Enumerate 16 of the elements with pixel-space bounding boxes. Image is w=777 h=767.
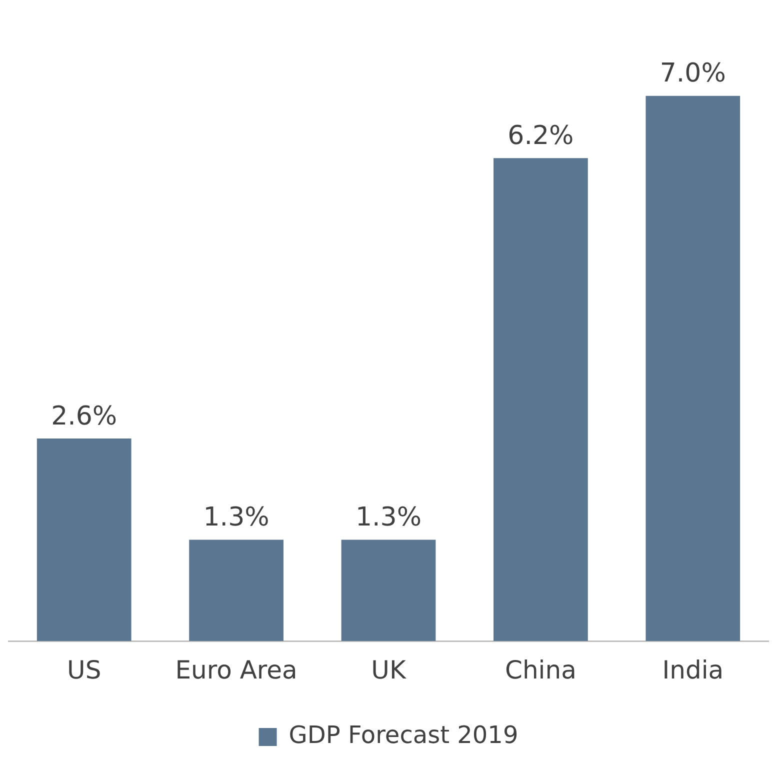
data-label: 7.0% bbox=[660, 58, 726, 89]
data-label: 6.2% bbox=[508, 120, 574, 151]
x-tick-label: US bbox=[67, 656, 102, 684]
bar bbox=[189, 540, 284, 641]
bar bbox=[646, 96, 740, 641]
x-tick-label: Euro Area bbox=[175, 656, 298, 684]
bar bbox=[36, 438, 132, 641]
data-label: 1.3% bbox=[355, 502, 422, 533]
x-tick-label: India bbox=[662, 656, 724, 684]
x-tick-label: UK bbox=[371, 656, 406, 684]
bar bbox=[341, 540, 436, 641]
data-label: 1.3% bbox=[203, 502, 270, 533]
bar bbox=[494, 158, 588, 641]
legend-label: GDP Forecast 2019 bbox=[288, 721, 518, 750]
x-tick-label: China bbox=[504, 656, 576, 684]
data-label: 2.6% bbox=[51, 401, 118, 432]
